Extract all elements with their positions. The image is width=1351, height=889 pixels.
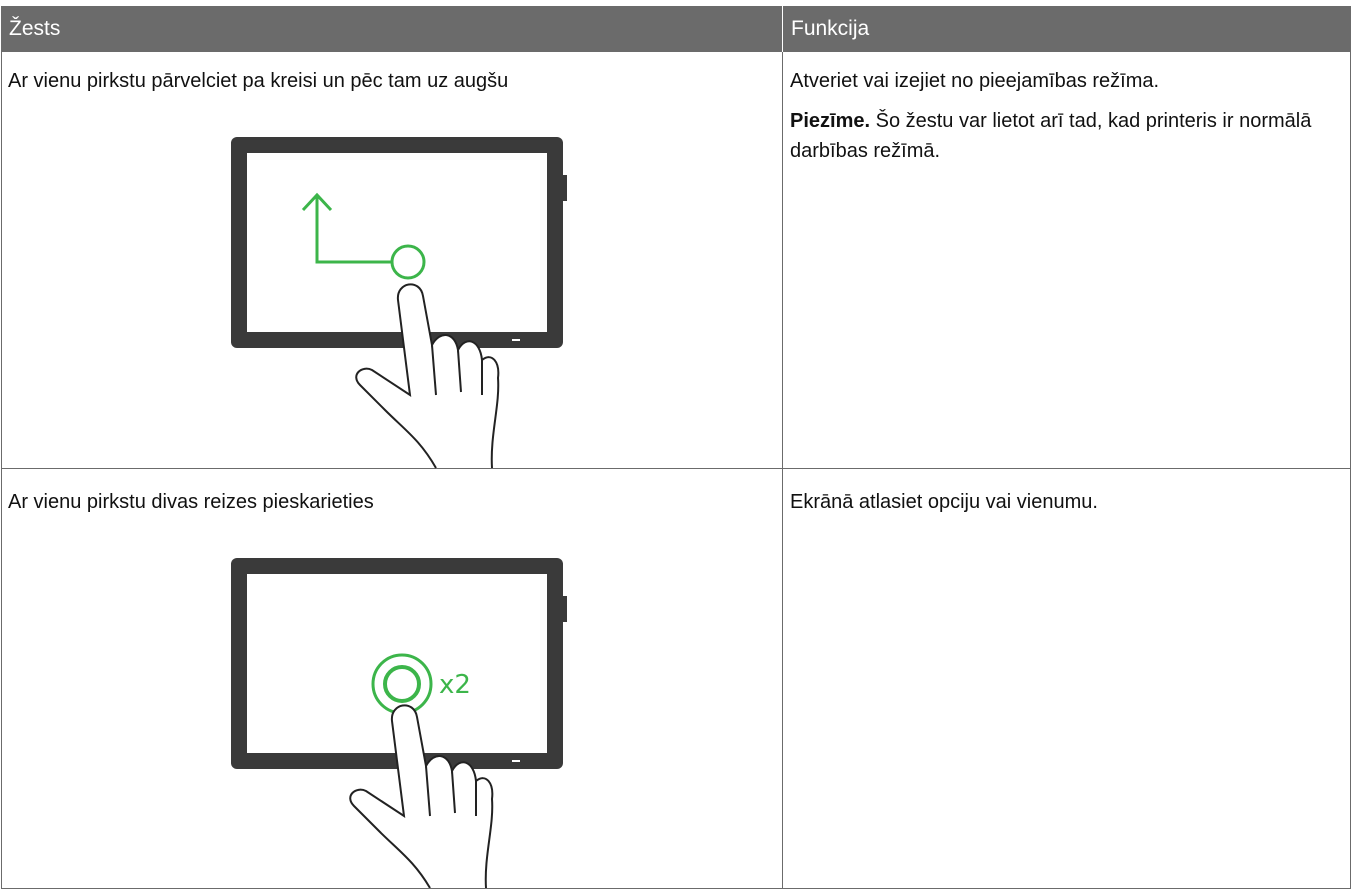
touch-circle (390, 244, 426, 280)
note-label: Piezīme. (790, 110, 871, 132)
knuckle-lines (425, 765, 477, 817)
tablet-button (563, 175, 567, 201)
gesture-text: Ar vienu pirkstu pārvelciet pa kreisi un… (8, 70, 509, 92)
tablet-button (563, 596, 567, 622)
tap-illustration: x2 (231, 558, 567, 888)
tablet-dash (512, 760, 520, 762)
function-text: Ekrānā atlasiet opciju vai vienumu. (790, 491, 1098, 513)
swipe-illustration (231, 137, 567, 469)
header-text: Žests (9, 17, 61, 40)
tablet-screen (247, 153, 547, 332)
knuckle-lines (431, 344, 483, 396)
hand (349, 704, 494, 888)
tablet-dash (512, 339, 520, 341)
header-cell: Žests (1, 6, 782, 52)
table-cell (1, 52, 783, 469)
header-cell: Funkcija (783, 6, 1351, 52)
tap-count: x2 (439, 670, 471, 700)
gesture-text: Ar vienu pirkstu divas reizes pieskariet… (8, 491, 374, 513)
note: Piezīme. Šo žestu var lietot arī tad, ka… (790, 106, 1345, 166)
hand (355, 283, 500, 469)
header-text: Funkcija (791, 17, 870, 40)
swipe-arrow (301, 192, 392, 264)
touch-circle (383, 665, 421, 703)
function-text: Atveriet vai izejiet no pieejamības režī… (790, 70, 1160, 92)
note-text: Šo žestu var lietot arī tad, kad printer… (790, 110, 1312, 162)
